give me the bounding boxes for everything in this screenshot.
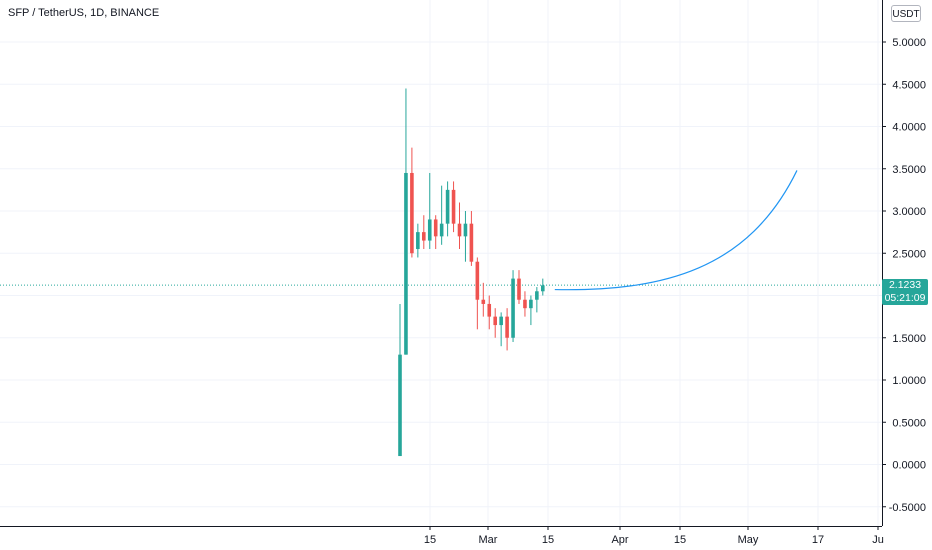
candle-body	[487, 303, 492, 317]
candle	[439, 185, 444, 245]
y-tick-label: 1.0000	[892, 375, 926, 387]
y-tick-label: -0.5000	[889, 502, 926, 514]
candle	[481, 282, 486, 317]
candle	[499, 312, 503, 347]
candle	[475, 257, 480, 330]
candle	[457, 202, 462, 250]
x-tick-label: Ju	[872, 534, 884, 546]
x-tick-label: Apr	[611, 534, 628, 546]
candle-body	[541, 285, 545, 292]
candle-body	[451, 189, 456, 224]
candle	[451, 181, 456, 233]
candle	[469, 211, 474, 266]
candle-body	[481, 299, 486, 304]
candle-body	[469, 223, 474, 262]
candle	[427, 172, 432, 250]
x-tick-label: 15	[424, 534, 436, 546]
currency-badge[interactable]: USDT	[891, 5, 921, 22]
candle-body	[422, 232, 426, 241]
candle	[416, 223, 420, 258]
bar-countdown: 05:21:09	[884, 292, 926, 305]
y-tick-label: 3.5000	[892, 164, 926, 176]
candle-body	[463, 223, 468, 237]
y-tick-label: 4.0000	[892, 122, 926, 134]
x-tick-label: 15	[542, 534, 554, 546]
x-tick-label: Mar	[479, 534, 498, 546]
x-tick-label: 15	[674, 534, 686, 546]
candle	[505, 308, 509, 351]
candle-body	[517, 278, 521, 300]
candle-body	[511, 278, 515, 338]
candle	[493, 308, 497, 338]
candle	[523, 291, 527, 317]
candle	[529, 295, 533, 326]
candle-body	[523, 299, 527, 309]
axes	[0, 0, 883, 527]
y-tick-label: 4.5000	[892, 79, 926, 91]
candle-body	[433, 219, 438, 237]
candle	[398, 303, 402, 457]
candle-body	[427, 219, 432, 241]
y-tick-label: 0.0000	[892, 460, 926, 472]
candle-body	[499, 316, 503, 326]
candle-body	[457, 223, 462, 237]
x-tick-label: May	[738, 534, 759, 546]
x-tick-label: 17	[812, 534, 824, 546]
candle	[517, 270, 521, 304]
candle	[404, 88, 408, 355]
y-tick-label: 2.5000	[892, 248, 926, 260]
candle	[445, 181, 450, 237]
last-price-value: 2.1233	[888, 279, 922, 292]
y-tick-label: 0.5000	[892, 417, 926, 429]
candle	[511, 270, 515, 342]
candle-body	[439, 223, 444, 237]
candle	[463, 211, 468, 262]
candle-body	[404, 172, 408, 355]
y-tick-label: 5.0000	[892, 37, 926, 49]
candle	[487, 295, 492, 330]
candle-body	[398, 354, 402, 457]
candle-body	[475, 261, 480, 300]
candle-body	[529, 299, 533, 309]
candle-body	[535, 291, 539, 300]
x-axis-labels: 15 Mar 15 Apr 15 May 17 Ju	[424, 526, 884, 546]
candle	[541, 278, 545, 296]
y-axis-labels: 5.00004.50004.00003.50003.00002.50002.00…	[882, 37, 926, 514]
projection-curve	[554, 170, 798, 291]
candle-body	[445, 189, 450, 224]
candle-body	[416, 232, 420, 250]
candle	[422, 215, 426, 250]
last-price-tag: 2.1233 05:21:09	[882, 279, 928, 306]
candle-body	[410, 172, 414, 254]
y-tick-label: 3.0000	[892, 206, 926, 218]
candle	[410, 147, 414, 258]
candle	[433, 215, 438, 250]
candle	[535, 287, 539, 313]
y-tick-label: 1.5000	[892, 333, 926, 345]
grid	[0, 0, 882, 526]
chart-title: SFP / TetherUS, 1D, BINANCE	[8, 7, 160, 19]
candle-body	[505, 316, 509, 338]
candle-body	[493, 316, 497, 326]
candles	[398, 88, 545, 457]
